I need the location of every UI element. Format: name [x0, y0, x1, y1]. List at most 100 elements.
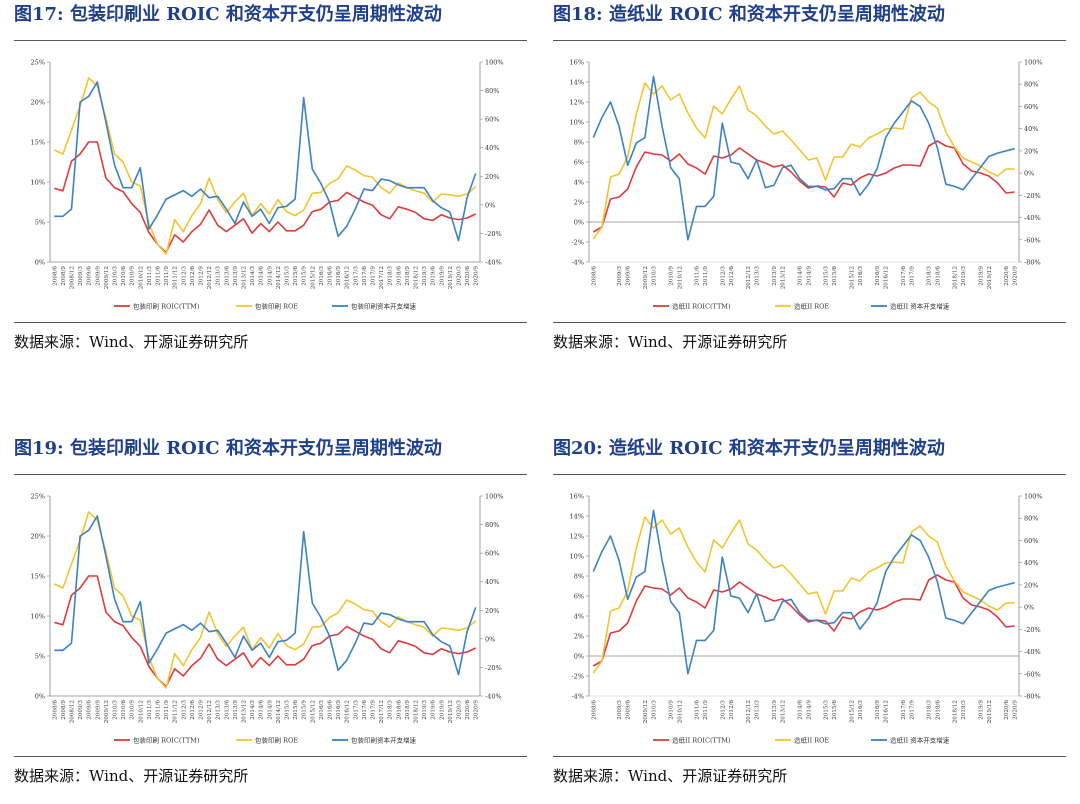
x-tick-label: 2015/6: [832, 700, 838, 720]
left-tick-label: 10%: [31, 179, 45, 187]
x-tick-label: 2015/12: [849, 700, 855, 724]
right-tick-label: -20%: [1024, 192, 1041, 200]
x-tick-label: 2013/6: [224, 700, 230, 720]
x-tick-label: 2016/12: [884, 266, 890, 290]
x-tick-label: 2013/9: [772, 700, 778, 720]
x-tick-label: 2017/12: [379, 700, 385, 724]
right-tick-label: -20%: [485, 664, 502, 672]
legend-label: 包装印刷 ROIC(TTM): [133, 302, 200, 311]
x-tick-label: 2009/3: [78, 266, 84, 286]
x-tick-label: 2011/3: [147, 700, 153, 720]
x-tick-label: 2009/12: [104, 266, 110, 290]
right-tick-label: -60%: [1024, 670, 1041, 678]
left-tick-label: 15%: [31, 573, 45, 581]
x-tick-label: 2019/9: [978, 266, 984, 286]
x-tick-label: 2020/3: [457, 700, 463, 720]
right-tick-label: -80%: [1024, 259, 1041, 267]
x-tick-label: 2015/12: [310, 266, 316, 290]
right-tick-label: -40%: [1024, 214, 1041, 222]
right-tick-label: 20%: [1024, 147, 1038, 155]
left-tick-label: 4%: [574, 613, 584, 621]
x-tick-label: 2018/3: [388, 266, 394, 286]
x-tick-label: 2018/12: [953, 266, 959, 290]
x-tick-label: 2018/12: [414, 266, 420, 290]
x-tick-label: 2009/9: [95, 700, 101, 720]
x-tick-label: 2018/12: [414, 700, 420, 724]
x-tick-label: 2018/3: [927, 700, 933, 720]
chart-divider: [553, 322, 1066, 323]
x-tick-label: 2020/6: [1004, 266, 1010, 286]
figure-panel-17: 图17: 包装印刷业 ROIC 和资本开支仍呈周期性波动 0% 5% 10% 15% 2…: [14, 0, 527, 370]
x-tick-label: 2008/9: [61, 700, 67, 720]
figure-title: 图19: 包装印刷业 ROIC 和资本开支仍呈周期性波动: [14, 438, 442, 459]
x-tick-label: 2014/12: [276, 266, 282, 290]
left-tick-label: 15%: [31, 139, 45, 147]
x-tick-label: 2016/9: [875, 700, 881, 720]
right-tick-label: 40%: [1024, 125, 1038, 133]
left-tick-label: 5%: [35, 653, 45, 661]
x-tick-label: 2018/6: [396, 266, 402, 286]
x-tick-label: 2015/6: [832, 266, 838, 286]
x-tick-label: 2008/12: [70, 700, 76, 724]
x-tick-label: 2009/3: [617, 266, 623, 286]
x-tick-label: 2008/6: [52, 700, 58, 720]
x-tick-label: 2011/12: [173, 700, 179, 724]
left-tick-label: -2%: [571, 239, 584, 247]
left-tick-label: -4%: [571, 259, 584, 267]
x-tick-label: 2010/6: [121, 266, 127, 286]
x-tick-label: 2013/3: [755, 700, 761, 720]
series-line: [592, 75, 1015, 241]
x-tick-label: 2018/6: [935, 266, 941, 286]
x-tick-label: 2012/6: [190, 700, 196, 720]
x-tick-label: 2011/6: [695, 700, 701, 720]
x-tick-label: 2020/6: [465, 266, 471, 286]
x-tick-label: 2016/3: [319, 700, 325, 720]
series-line: [592, 140, 1015, 233]
x-tick-label: 2012/9: [199, 266, 205, 286]
left-tick-label: 0%: [574, 653, 584, 661]
right-tick-label: 40%: [1024, 559, 1038, 567]
x-tick-label: 2011/9: [703, 700, 709, 720]
right-tick-label: 20%: [485, 173, 499, 181]
x-tick-label: 2009/12: [104, 700, 110, 724]
x-tick-label: 2011/12: [173, 266, 179, 290]
x-tick-label: 2018/6: [935, 700, 941, 720]
right-tick-label: -60%: [1024, 236, 1041, 244]
x-tick-label: 2012/6: [729, 266, 735, 286]
left-tick-label: 6%: [574, 159, 584, 167]
x-tick-label: 2012/3: [720, 700, 726, 720]
right-tick-label: 80%: [485, 521, 499, 529]
x-tick-label: 2013/12: [781, 266, 787, 290]
x-tick-label: 2016/6: [328, 700, 334, 720]
x-tick-label: 2012/12: [207, 700, 213, 724]
source-note: 数据来源：Wind、开源证券研究所: [553, 333, 788, 351]
series-line: [54, 515, 477, 676]
x-tick-label: 2009/6: [87, 700, 93, 720]
right-tick-label: -20%: [485, 230, 502, 238]
x-tick-label: 2019/3: [961, 700, 967, 720]
series-line: [54, 141, 477, 254]
figure-panel-20: 图20: 造纸业 ROIC 和资本开支仍呈周期性波动 -4% -2% 0% 2% 4% 6…: [553, 434, 1066, 804]
title-divider: [14, 474, 527, 475]
x-tick-label: 2016/3: [319, 266, 325, 286]
x-tick-label: 2014/9: [267, 266, 273, 286]
right-tick-label: 0%: [1024, 604, 1034, 612]
x-tick-label: 2019/3: [961, 266, 967, 286]
x-tick-label: 2020/3: [457, 266, 463, 286]
x-tick-label: 2010/9: [669, 700, 675, 720]
right-tick-label: 40%: [485, 144, 499, 152]
x-tick-label: 2012/6: [190, 266, 196, 286]
left-tick-label: 12%: [570, 99, 584, 107]
figure-title: 图20: 造纸业 ROIC 和资本开支仍呈周期性波动: [553, 438, 945, 459]
x-tick-label: 2016/9: [875, 266, 881, 286]
x-tick-label: 2008/6: [52, 266, 58, 286]
x-tick-label: 2016/3: [858, 266, 864, 286]
left-tick-label: 8%: [574, 139, 584, 147]
right-tick-label: 60%: [1024, 103, 1038, 111]
x-tick-label: 2017/9: [371, 700, 377, 720]
x-tick-label: 2012/12: [746, 700, 752, 724]
left-tick-label: 20%: [31, 533, 45, 541]
x-tick-label: 2013/3: [216, 266, 222, 286]
right-tick-label: 60%: [485, 550, 499, 558]
x-tick-label: 2011/6: [695, 266, 701, 286]
